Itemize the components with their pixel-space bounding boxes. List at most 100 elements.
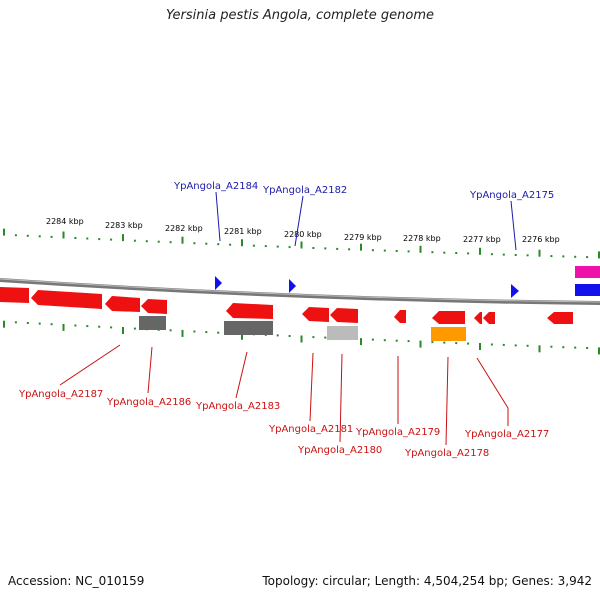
minor-tick	[407, 340, 410, 343]
minor-tick	[431, 341, 434, 344]
gene-feature-rev[interactable]	[226, 303, 273, 319]
minor-tick	[14, 234, 17, 237]
scale-label: 2277 kbp	[463, 235, 501, 244]
minor-tick	[383, 249, 386, 252]
minor-tick	[169, 241, 172, 244]
minor-tick	[157, 240, 160, 243]
gene-feature-rev[interactable]	[330, 308, 358, 323]
gene-feature-lightgray[interactable]	[327, 326, 358, 340]
leader-line	[59, 344, 121, 386]
gene-feature-rev[interactable]	[0, 287, 29, 303]
reverse-gene-labels: YpAngola_A2187 YpAngola_A2186 YpAngola_A…	[18, 344, 549, 459]
gene-feature-blue[interactable]	[575, 284, 600, 296]
gene-feature-rev[interactable]	[31, 290, 102, 309]
gene-label-reverse[interactable]: YpAngola_A2187	[18, 389, 103, 400]
gene-feature-rev[interactable]	[105, 296, 140, 312]
genome-summary: Topology: circular; Length: 4,504,254 bp…	[262, 574, 592, 588]
minor-tick	[38, 322, 41, 325]
leader-line	[445, 356, 449, 446]
minor-tick	[348, 248, 351, 251]
gene-label-forward[interactable]: YpAngola_A2182	[262, 185, 347, 196]
gene-feature-fwd[interactable]	[289, 279, 296, 293]
reverse-genes	[0, 287, 573, 324]
minor-tick	[336, 247, 339, 250]
major-tick	[3, 320, 5, 328]
gene-label-reverse[interactable]: YpAngola_A2186	[106, 397, 191, 408]
gene-feature-rev[interactable]	[394, 310, 406, 323]
gene-label-reverse[interactable]: YpAngola_A2177	[464, 429, 549, 440]
gene-label-forward[interactable]: YpAngola_A2175	[469, 190, 554, 201]
scale-label: 2282 kbp	[165, 224, 203, 233]
minor-tick	[26, 322, 29, 324]
gene-feature-rev[interactable]	[302, 307, 329, 322]
gene-feature-orange[interactable]	[431, 327, 466, 341]
minor-tick	[324, 336, 327, 339]
gene-label-reverse[interactable]: YpAngola_A2179	[355, 427, 440, 438]
minor-tick	[455, 252, 458, 254]
minor-tick	[550, 345, 553, 348]
minor-tick	[490, 343, 493, 346]
minor-tick	[502, 343, 505, 346]
minor-tick	[288, 335, 291, 337]
minor-tick	[86, 237, 89, 240]
leader-line	[510, 200, 517, 251]
gene-feature-rev[interactable]	[432, 311, 465, 324]
major-tick	[479, 343, 481, 350]
major-tick	[62, 323, 65, 331]
scale-label: 2280 kbp	[284, 230, 322, 239]
leader-line	[339, 353, 343, 443]
bottom-tick-track	[3, 320, 600, 355]
scale-label: 2276 kbp	[522, 235, 560, 244]
minor-tick	[526, 254, 529, 257]
minor-tick	[205, 331, 208, 334]
minor-tick	[264, 245, 267, 248]
forward-genes	[215, 266, 600, 298]
minor-tick	[229, 243, 232, 246]
minor-tick	[586, 347, 589, 349]
minor-tick	[574, 346, 577, 349]
accession-label: Accession: NC_010159	[8, 574, 145, 588]
gene-label-forward[interactable]: YpAngola_A2184	[173, 181, 258, 192]
scale-label: 2278 kbp	[403, 234, 441, 243]
minor-tick	[526, 344, 529, 347]
map-title: Yersinia pestis Angola, complete genome	[166, 8, 434, 23]
minor-tick	[193, 242, 196, 245]
minor-tick	[550, 255, 553, 258]
leader-line	[215, 191, 221, 242]
gene-label-reverse[interactable]: YpAngola_A2181	[268, 424, 353, 435]
minor-tick	[169, 329, 172, 332]
gene-feature-fwd[interactable]	[511, 284, 519, 298]
gene-label-reverse[interactable]: YpAngola_A2183	[195, 401, 280, 412]
minor-tick	[110, 326, 113, 329]
major-tick	[419, 245, 422, 253]
minor-tick	[407, 250, 410, 253]
minor-tick	[217, 243, 220, 246]
minor-tick	[574, 255, 577, 258]
minor-tick	[145, 240, 148, 243]
gene-feature-rev[interactable]	[474, 312, 482, 324]
minor-tick	[395, 339, 398, 342]
gene-feature-rev[interactable]	[547, 312, 573, 324]
minor-tick	[98, 325, 101, 328]
gene-feature-gray[interactable]	[139, 316, 166, 330]
major-tick	[181, 236, 184, 244]
gene-feature-pink[interactable]	[575, 266, 600, 278]
major-tick	[598, 251, 600, 259]
gene-feature-rev[interactable]	[141, 299, 167, 314]
gene-label-reverse[interactable]: YpAngola_A2180	[297, 445, 382, 456]
gene-label-reverse[interactable]: YpAngola_A2178	[404, 448, 489, 459]
major-tick	[3, 228, 5, 236]
gene-feature-rev[interactable]	[483, 312, 495, 324]
gene-feature-gray[interactable]	[224, 321, 273, 335]
top-tick-track	[3, 228, 600, 259]
minor-tick	[324, 247, 327, 250]
other-features	[139, 316, 466, 341]
scale-label: 2283 kbp	[105, 221, 143, 230]
gene-feature-fwd[interactable]	[215, 276, 222, 290]
minor-tick	[38, 235, 41, 238]
minor-tick	[514, 344, 517, 347]
minor-tick	[502, 253, 505, 256]
minor-tick	[133, 327, 136, 330]
minor-tick	[467, 342, 470, 345]
scale-labels: 2284 kbp 2283 kbp 2282 kbp 2281 kbp 2280…	[46, 217, 560, 244]
